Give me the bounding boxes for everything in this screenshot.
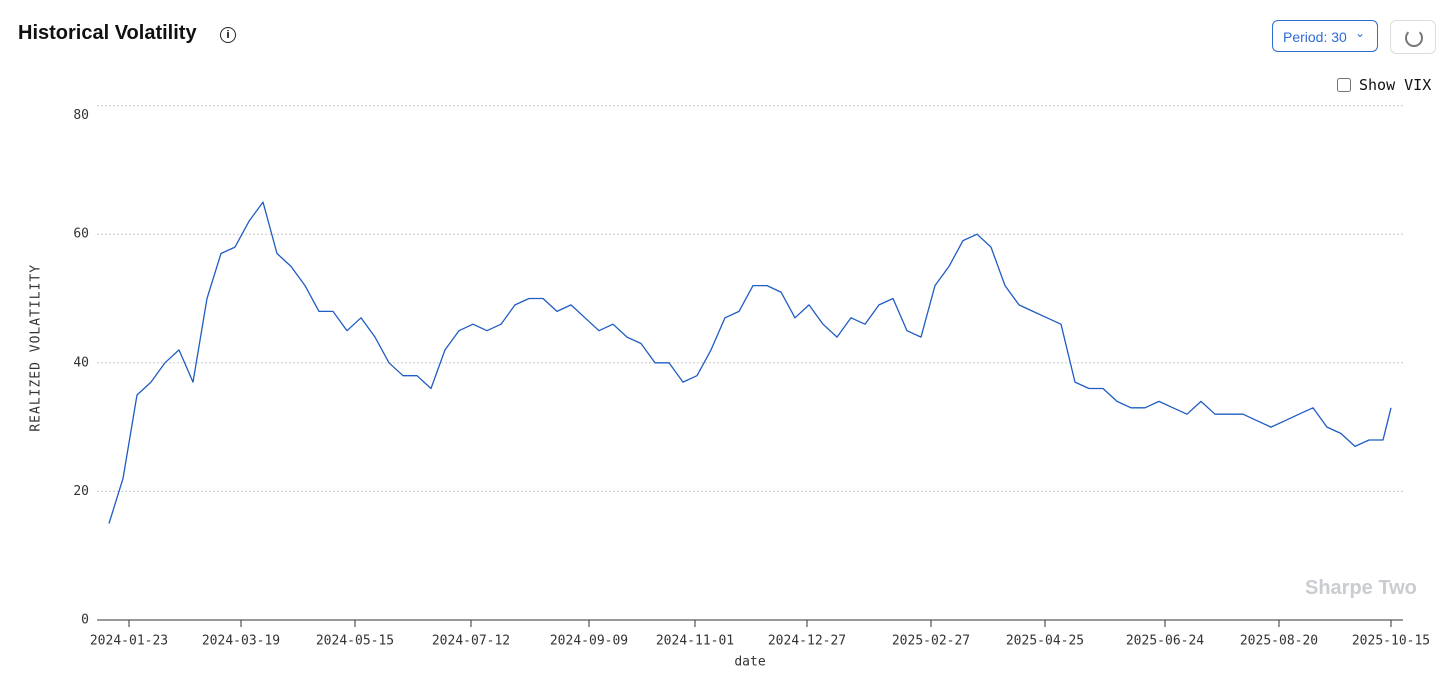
refresh-button[interactable] bbox=[1390, 20, 1436, 54]
y-tick-label: 40 bbox=[73, 355, 89, 370]
x-tick-label: 2025-08-20 bbox=[1240, 634, 1318, 649]
x-tick-label: 2025-04-25 bbox=[1006, 634, 1084, 649]
x-tick-label: 2024-01-23 bbox=[90, 634, 168, 649]
x-tick-label: 2024-07-12 bbox=[432, 634, 510, 649]
x-tick-label: 2024-03-19 bbox=[202, 634, 280, 649]
x-tick-label: 2025-02-27 bbox=[892, 634, 970, 649]
x-tick-label: 2024-11-01 bbox=[656, 634, 734, 649]
watermark: Sharpe Two bbox=[1305, 577, 1417, 599]
x-tick-label: 2024-12-27 bbox=[768, 634, 846, 649]
y-tick-label: 80 bbox=[73, 108, 89, 123]
y-tick-label: 20 bbox=[73, 484, 89, 499]
x-tick-label: 2024-09-09 bbox=[550, 634, 628, 649]
x-axis-label: date bbox=[734, 655, 765, 670]
x-tick-label: 2025-10-15 bbox=[1352, 634, 1430, 649]
line-series bbox=[108, 201, 1392, 524]
y-tick-label: 0 bbox=[81, 613, 89, 628]
chart-title: Historical Volatility bbox=[18, 22, 197, 44]
toggle-label: Show VIX bbox=[1359, 76, 1432, 94]
x-tick-label: 2025-06-24 bbox=[1126, 634, 1204, 649]
period-select[interactable]: Period: 30 bbox=[1272, 17, 1378, 52]
info-icon[interactable]: i bbox=[220, 27, 236, 43]
y-tick-label: 60 bbox=[73, 227, 89, 242]
vix-toggle[interactable]: Show VIX bbox=[1337, 76, 1431, 94]
x-tick-label: 2024-05-15 bbox=[316, 634, 394, 649]
y-axis-label: REALIZED VOLATILITY bbox=[29, 264, 44, 432]
checkbox[interactable] bbox=[1337, 78, 1351, 92]
